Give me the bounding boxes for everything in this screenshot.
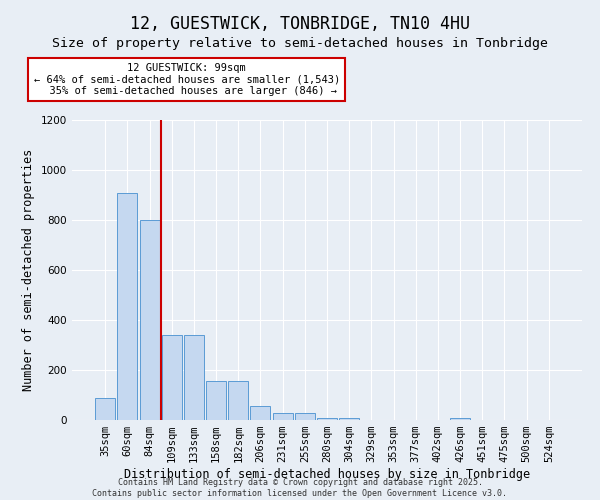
Text: 12 GUESTWICK: 99sqm
← 64% of semi-detached houses are smaller (1,543)
  35% of s: 12 GUESTWICK: 99sqm ← 64% of semi-detach… [34,63,340,96]
Bar [317,418,337,420]
Bar [228,381,248,420]
Bar [140,220,160,420]
Bar [206,381,226,420]
Y-axis label: Number of semi-detached properties: Number of semi-detached properties [22,149,35,391]
Text: Contains HM Land Registry data © Crown copyright and database right 2025.
Contai: Contains HM Land Registry data © Crown c… [92,478,508,498]
Bar [162,335,182,420]
Bar [339,418,359,420]
Bar [118,192,137,420]
Text: 12, GUESTWICK, TONBRIDGE, TN10 4HU: 12, GUESTWICK, TONBRIDGE, TN10 4HU [130,15,470,33]
Bar [250,406,271,420]
Bar [95,398,115,420]
Bar [450,418,470,420]
Bar [272,412,293,420]
Bar [295,413,315,420]
X-axis label: Distribution of semi-detached houses by size in Tonbridge: Distribution of semi-detached houses by … [124,468,530,481]
Text: Size of property relative to semi-detached houses in Tonbridge: Size of property relative to semi-detach… [52,38,548,51]
Bar [184,335,204,420]
